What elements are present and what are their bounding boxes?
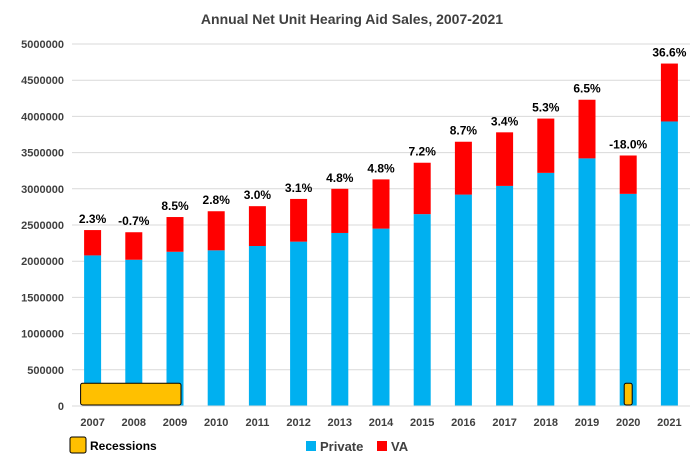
y-tick-label: 0 — [58, 401, 64, 413]
bar-private-2011 — [248, 245, 266, 406]
x-tick-label: 2013 — [328, 417, 352, 429]
x-tick-label: 2007 — [80, 417, 104, 429]
x-tick-label: 2012 — [286, 417, 310, 429]
bar-va-2009 — [166, 217, 184, 252]
recession-marker-2020 — [623, 382, 633, 406]
bar-va-2012 — [290, 198, 308, 242]
bar-private-2009 — [166, 251, 184, 406]
x-tick-label: 2017 — [492, 417, 516, 429]
bar-private-2015 — [413, 214, 431, 406]
bar-private-2007 — [84, 255, 102, 406]
bar-private-2021 — [660, 121, 678, 406]
data-label-2008: -0.7% — [118, 214, 150, 228]
bar-va-2010 — [207, 211, 225, 251]
bar-private-2012 — [290, 241, 308, 406]
data-label-2009: 8.5% — [161, 199, 189, 213]
x-tick-label: 2021 — [657, 417, 681, 429]
data-label-2012: 3.1% — [285, 181, 313, 195]
data-label-2014: 4.8% — [367, 161, 395, 175]
bar-va-2007 — [84, 230, 102, 256]
data-label-2018: 5.3% — [532, 101, 560, 115]
y-tick-label: 1000000 — [21, 329, 64, 341]
x-tick-label: 2018 — [534, 417, 558, 429]
x-axis-ticks: 2007 2008 2009 2010 2011 2012 2013 2014 2015 2016… — [80, 417, 681, 429]
recession-legend-label: Recessions — [90, 439, 157, 453]
legend-swatch-private — [306, 441, 316, 451]
data-label-2021: 36.6% — [652, 46, 686, 60]
bar-private-2017 — [496, 185, 514, 406]
data-label-2017: 3.4% — [491, 114, 519, 128]
data-label-2013: 4.8% — [326, 171, 354, 185]
y-tick-label: 1500000 — [21, 292, 64, 304]
y-tick-label: 3000000 — [21, 184, 64, 196]
data-label-2011: 3.0% — [244, 188, 272, 202]
bar-va-2019 — [578, 99, 596, 159]
x-tick-label: 2008 — [122, 417, 146, 429]
bar-private-2018 — [537, 172, 555, 406]
bar-va-2013 — [331, 188, 349, 233]
bar-private-2019 — [578, 158, 596, 406]
legend-label-va: VA — [391, 439, 409, 454]
y-tick-label: 3500000 — [21, 148, 64, 160]
recession-legend-swatch — [69, 436, 87, 454]
bar-va-2008 — [125, 232, 143, 260]
data-labels: 2.3% -0.7% 8.5% 2.8% 3.0% 3.1% 4.8% 4.8% 7.2% 8.7… — [79, 46, 687, 229]
y-axis-ticks: 0 500000 1000000 1500000 2000000 2500000 30000… — [21, 39, 64, 413]
y-tick-label: 4500000 — [21, 75, 64, 87]
recessions-legend: Recessions — [69, 436, 157, 454]
bar-va-2011 — [248, 206, 266, 246]
bar-va-2014 — [372, 179, 390, 229]
bars — [84, 63, 678, 406]
y-tick-label: 5000000 — [21, 39, 64, 51]
y-tick-label: 500000 — [27, 365, 64, 377]
data-label-2019: 6.5% — [573, 82, 601, 96]
bar-va-2020 — [619, 155, 637, 194]
bar-private-2014 — [372, 228, 390, 406]
legend-swatch-va — [377, 441, 387, 451]
bar-private-2008 — [125, 259, 143, 406]
bar-va-2018 — [537, 118, 555, 173]
y-tick-label: 2500000 — [21, 220, 64, 232]
x-tick-label: 2019 — [575, 417, 599, 429]
recession-markers — [80, 382, 633, 406]
data-label-2010: 2.8% — [203, 193, 231, 207]
data-label-2016: 8.7% — [450, 124, 478, 138]
bar-va-2015 — [413, 162, 431, 215]
bar-private-2013 — [331, 232, 349, 406]
x-tick-label: 2010 — [204, 417, 228, 429]
x-tick-label: 2015 — [410, 417, 434, 429]
data-label-2007: 2.3% — [79, 212, 107, 226]
x-tick-label: 2014 — [369, 417, 394, 429]
bar-va-2021 — [660, 63, 678, 122]
legend-label-private: Private — [320, 439, 363, 454]
bar-va-2016 — [454, 141, 472, 195]
data-label-2020: -18.0% — [609, 137, 647, 151]
y-tick-label: 2000000 — [21, 256, 64, 268]
chart-title: Annual Net Unit Hearing Aid Sales, 2007-… — [201, 11, 503, 27]
bar-private-2016 — [454, 194, 472, 406]
data-label-2015: 7.2% — [409, 145, 437, 159]
y-tick-label: 4000000 — [21, 111, 64, 123]
bar-private-2010 — [207, 250, 225, 406]
x-tick-label: 2009 — [163, 417, 187, 429]
series-legend: Private VA — [306, 439, 409, 454]
x-tick-label: 2020 — [616, 417, 640, 429]
x-tick-label: 2011 — [245, 417, 269, 429]
recession-marker-2007 — [80, 382, 182, 406]
bar-va-2017 — [496, 132, 514, 186]
x-tick-label: 2016 — [451, 417, 475, 429]
bar-private-2020 — [619, 193, 637, 406]
